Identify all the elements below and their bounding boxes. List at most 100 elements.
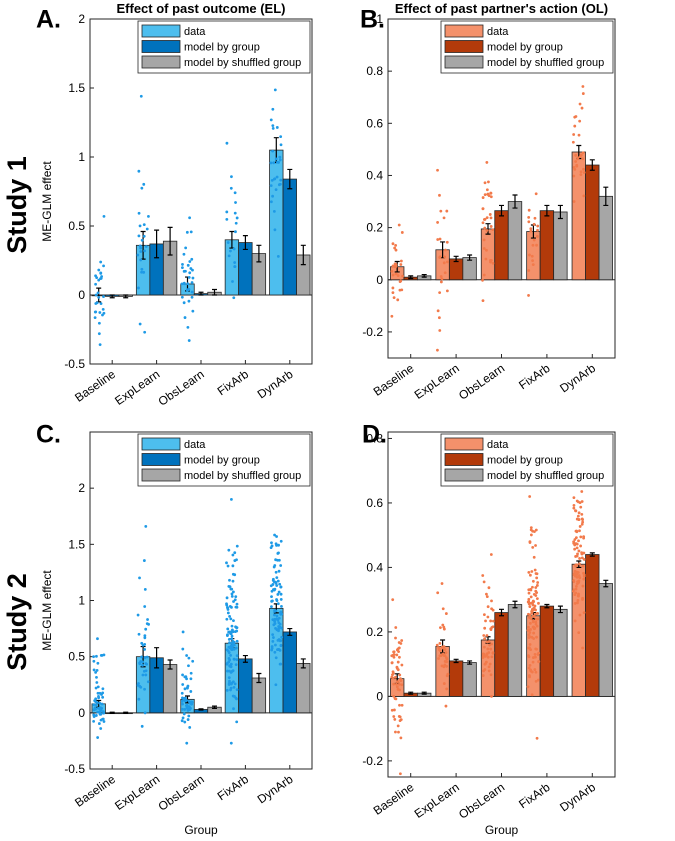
data-point [534, 620, 538, 624]
data-point [492, 619, 495, 623]
data-point [442, 216, 446, 220]
error-bar [603, 186, 609, 207]
data-point [186, 686, 189, 690]
data-point [533, 613, 537, 616]
data-point [527, 220, 531, 224]
data-point [233, 261, 237, 264]
data-point [145, 662, 149, 666]
data-point [536, 235, 539, 238]
data-point [229, 662, 233, 666]
x-tick-label: ExpLearn [412, 361, 462, 402]
data-point [571, 140, 575, 144]
data-point [486, 193, 490, 196]
data-point [532, 631, 536, 635]
error-bar [499, 204, 504, 217]
data-point [232, 640, 236, 644]
bar-explearn-shuffled [462, 257, 477, 281]
data-point [187, 656, 191, 660]
bar-obslearn-shuffled [507, 201, 523, 281]
data-point [92, 720, 96, 723]
data-point [534, 647, 538, 651]
data-point [272, 623, 276, 627]
data-point [481, 652, 485, 656]
x-tick-label: DynArb [255, 367, 296, 402]
data-point [531, 545, 535, 549]
data-point [572, 496, 576, 500]
data-point [537, 601, 540, 605]
data-point [92, 703, 96, 707]
error-bar [544, 204, 550, 217]
data-point [436, 591, 440, 595]
data-point [269, 184, 273, 187]
bar-fixarb-model [238, 242, 253, 296]
data-point [186, 282, 190, 286]
data-point [182, 301, 186, 305]
data-point [575, 546, 579, 550]
data-point [390, 314, 394, 318]
data-point [437, 657, 440, 660]
data-point [582, 167, 585, 171]
data-point [572, 588, 576, 592]
data-point [438, 193, 441, 197]
data-point [579, 173, 583, 177]
data-point [527, 625, 530, 629]
data-point [484, 257, 488, 261]
data-point [182, 252, 186, 256]
data-point [487, 651, 491, 654]
data-point [582, 194, 586, 198]
data-point [280, 604, 283, 608]
data-point [277, 625, 281, 628]
data-point [392, 682, 396, 686]
y-tick-label: 1 [78, 594, 85, 608]
data-point [577, 133, 581, 137]
data-point [490, 626, 494, 629]
data-point [183, 687, 187, 691]
data-point [491, 228, 495, 232]
panel-letter: B. [360, 6, 385, 34]
data-point [574, 509, 578, 513]
data-point [395, 666, 399, 670]
data-point [445, 209, 449, 213]
data-point [532, 637, 536, 640]
data-point [181, 707, 184, 711]
y-tick-label: 0.6 [366, 496, 383, 510]
data-point [138, 322, 142, 326]
data-point [102, 295, 105, 298]
error-bar [544, 603, 550, 609]
y-tick-label: 0.8 [366, 431, 383, 445]
bar-dynarb-shuffled [598, 195, 613, 281]
data-point [577, 539, 580, 543]
data-point [183, 697, 187, 701]
data-point [574, 160, 578, 163]
data-point [580, 512, 584, 516]
data-point [230, 669, 234, 673]
data-point [397, 682, 401, 686]
data-point [442, 625, 446, 629]
data-point [95, 668, 99, 672]
error-bar [421, 273, 427, 278]
data-point [276, 648, 279, 651]
data-point [529, 526, 533, 529]
data-point [436, 168, 439, 172]
panel-a-chart: A. Effect of past outcome (EL) -0.5 0 0.5 1 1.… [36, 1, 313, 409]
data-point [489, 191, 493, 195]
data-point [392, 264, 396, 268]
y-tick-label: 2 [78, 12, 85, 26]
data-point [482, 613, 486, 617]
data-point [574, 587, 578, 591]
data-point [142, 559, 146, 562]
data-point [483, 226, 487, 230]
data-point [439, 209, 443, 213]
data-point [390, 708, 394, 712]
data-point [489, 673, 493, 677]
data-point [483, 637, 487, 640]
data-point [530, 611, 534, 615]
data-point [391, 242, 395, 246]
data-point [576, 552, 579, 556]
data-point [226, 606, 229, 610]
x-tick-label: ObsLearn [456, 361, 507, 403]
data-point [393, 262, 397, 266]
data-point [394, 248, 398, 252]
data-point [137, 286, 140, 290]
data-point [276, 638, 280, 642]
